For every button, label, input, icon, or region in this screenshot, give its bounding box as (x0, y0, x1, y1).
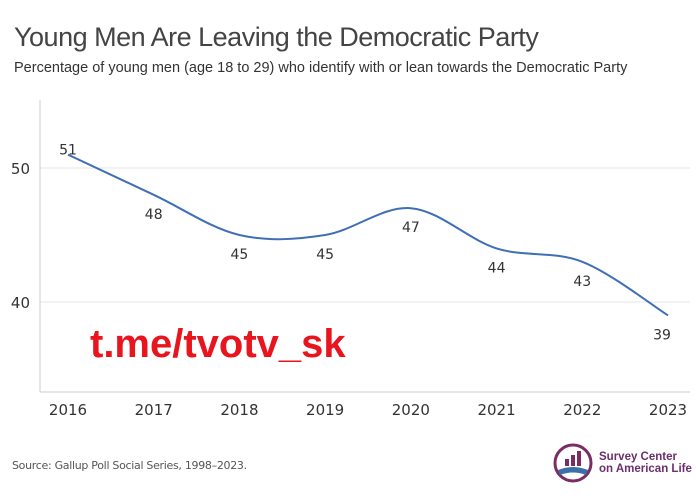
series-line (67, 153, 669, 317)
logo-icon (553, 443, 593, 483)
chart-title: Young Men Are Leaving the Democratic Par… (14, 22, 539, 52)
x-tick-label: 2017 (135, 401, 173, 419)
chart-subtitle: Percentage of young men (age 18 to 29) w… (14, 60, 628, 76)
data-label: 47 (402, 220, 420, 236)
data-label: 43 (573, 274, 591, 290)
data-label: 48 (145, 207, 163, 223)
x-tick-label: 2023 (649, 401, 687, 419)
y-tick-label: 40 (11, 294, 30, 312)
x-tick-label: 2016 (49, 401, 87, 419)
data-label: 39 (653, 327, 671, 343)
x-tick-label: 2019 (306, 401, 344, 419)
x-tick-label: 2022 (563, 401, 601, 419)
survey-center-logo: Survey Center on American Life (552, 442, 692, 484)
source-note: Source: Gallup Poll Social Series, 1998–… (12, 459, 247, 472)
logo-line1: Survey Center (599, 451, 677, 463)
watermark: t.me/tvotv_sk (90, 322, 346, 366)
x-tick-label: 2020 (392, 401, 430, 419)
data-label: 45 (231, 247, 249, 263)
x-tick-label: 2018 (220, 401, 258, 419)
logo-line2: on American Life (599, 463, 692, 475)
line-chart: 40 50 2016 2017 2018 2019 2020 2021 2022 2023 51 48… (11, 100, 690, 419)
data-label: 45 (316, 247, 334, 263)
y-tick-label: 50 (11, 160, 30, 178)
x-tick-label: 2021 (477, 401, 515, 419)
data-label: 44 (488, 260, 506, 276)
data-label: 51 (59, 143, 77, 159)
